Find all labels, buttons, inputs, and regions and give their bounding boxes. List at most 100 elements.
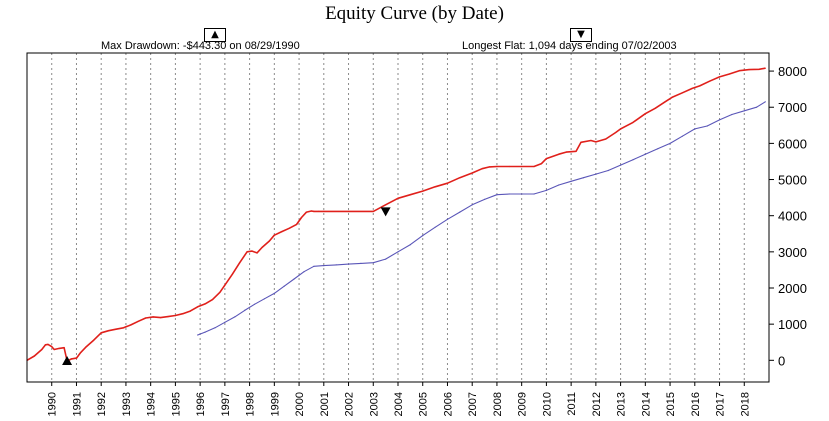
x-tick-label: 2003	[368, 392, 380, 416]
equity-point	[372, 210, 374, 212]
y-tick-label: 5000	[778, 173, 807, 188]
equity-point	[575, 150, 577, 152]
equity-point	[281, 231, 283, 233]
drawdown-marker-icon: ▲	[204, 28, 226, 42]
flat-marker-icon: ▼	[570, 28, 592, 42]
equity-point	[256, 252, 258, 254]
baseline-point	[756, 106, 758, 108]
equity-point	[446, 182, 449, 184]
baseline-point	[669, 142, 671, 144]
baseline-point	[764, 101, 766, 103]
x-tick-label: 2005	[418, 392, 430, 416]
baseline-point	[434, 226, 436, 228]
equity-point	[728, 73, 731, 75]
baseline-point	[644, 153, 646, 155]
equity-point	[224, 284, 226, 286]
baseline-point	[545, 189, 548, 191]
equity-point	[671, 96, 674, 98]
x-tick-label: 1991	[71, 392, 83, 416]
x-tick-label: 1999	[269, 392, 281, 416]
baseline-point	[253, 303, 256, 305]
y-tick-label: 0	[778, 353, 785, 368]
equity-point	[397, 197, 399, 199]
equity-point	[632, 121, 634, 123]
equity-point	[137, 320, 139, 322]
baseline-point	[323, 265, 325, 267]
baseline-point	[508, 193, 510, 195]
baseline-point	[718, 119, 721, 121]
y-tick-label: 4000	[778, 209, 807, 224]
baseline-point	[397, 251, 399, 253]
equity-point	[239, 262, 241, 264]
equity-point	[508, 165, 510, 168]
x-tick-label: 2001	[319, 392, 331, 416]
equity-point	[246, 251, 248, 253]
baseline-point	[234, 316, 236, 318]
equity-point	[300, 216, 303, 219]
x-tick-label: 2000	[294, 392, 306, 416]
x-tick-label: 2011	[566, 392, 578, 416]
equity-point	[204, 303, 206, 305]
equity-point	[47, 343, 49, 345]
equity-point	[459, 177, 461, 179]
x-tick-label: 2014	[640, 392, 652, 416]
equity-point	[620, 128, 622, 130]
baseline-point	[273, 292, 275, 294]
equity-point	[63, 347, 65, 349]
equity-point	[58, 347, 60, 349]
equity-point	[347, 210, 350, 212]
equity-point	[764, 67, 766, 69]
equity-point	[496, 165, 498, 168]
equity-point	[691, 87, 693, 89]
baseline-point	[731, 113, 733, 116]
equity-point	[231, 273, 233, 275]
equity-point	[44, 344, 47, 346]
baseline-point	[607, 169, 609, 172]
baseline-point	[360, 262, 362, 264]
equity-point	[644, 113, 646, 115]
equity-point	[540, 163, 543, 165]
equity-point	[167, 316, 169, 318]
baseline-point	[595, 173, 597, 175]
baseline-point	[706, 125, 708, 127]
equity-point	[758, 68, 760, 70]
equity-point	[533, 165, 535, 168]
x-tick-label: 2016	[690, 392, 702, 416]
x-tick-label: 1998	[245, 392, 257, 416]
baseline-point	[197, 334, 199, 336]
baseline-series-line	[197, 101, 766, 336]
x-tick-label: 2007	[467, 392, 479, 416]
equity-point	[197, 306, 199, 308]
equity-point	[488, 166, 491, 168]
equity-point	[85, 346, 87, 348]
equity-point	[115, 328, 117, 330]
baseline-point	[313, 265, 315, 267]
equity-point	[681, 92, 684, 94]
y-tick-label: 2000	[778, 281, 807, 296]
baseline-point	[484, 198, 486, 200]
equity-point	[152, 316, 154, 318]
equity-point	[615, 131, 617, 134]
x-tick-label: 1992	[96, 392, 108, 416]
x-tick-label: 2018	[739, 392, 751, 416]
equity-point	[288, 227, 290, 229]
equity-point	[654, 107, 656, 109]
equity-point	[709, 80, 711, 82]
x-tick-label: 1995	[170, 392, 182, 416]
plot-frame	[26, 52, 770, 383]
x-tick-label: 2017	[715, 392, 727, 416]
series-layer	[26, 67, 766, 362]
y-tick-label: 1000	[778, 317, 807, 332]
x-tick-label: 2006	[442, 392, 454, 416]
baseline-point	[558, 184, 560, 186]
equity-point	[51, 346, 53, 348]
equity-point	[409, 194, 411, 196]
equity-point	[189, 310, 191, 312]
x-tick-label: 1997	[220, 392, 232, 416]
equity-point	[313, 210, 315, 212]
y-tick-label: 6000	[778, 136, 807, 151]
equity-point	[273, 234, 275, 236]
equity-point	[100, 332, 102, 334]
baseline-point	[263, 298, 265, 300]
